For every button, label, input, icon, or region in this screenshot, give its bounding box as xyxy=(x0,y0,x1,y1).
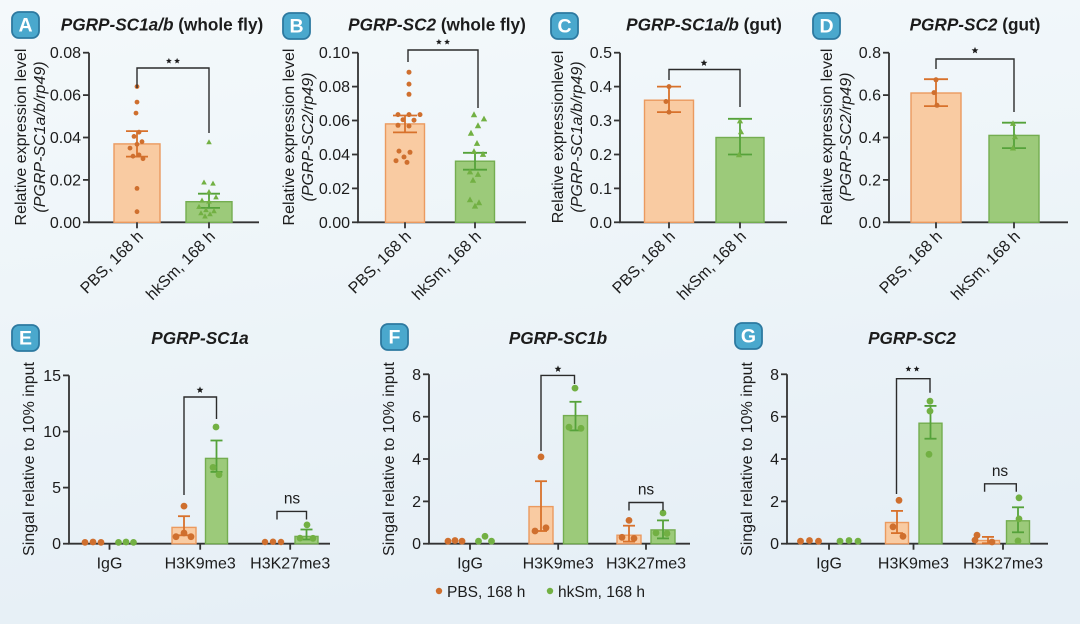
svg-text:0.0: 0.0 xyxy=(859,215,881,232)
svg-text:0.02: 0.02 xyxy=(319,181,350,198)
svg-text:Relative expressionlevel: Relative expressionlevel xyxy=(550,51,567,224)
svg-text:PBS, 168 h: PBS, 168 h xyxy=(447,584,525,601)
svg-text:IgG: IgG xyxy=(97,556,123,573)
svg-text:ns: ns xyxy=(284,491,301,508)
svg-text:Relative expression level: Relative expression level xyxy=(13,49,30,226)
svg-text:H3K9me3: H3K9me3 xyxy=(523,556,594,573)
svg-text:6: 6 xyxy=(412,409,421,426)
svg-text:ns: ns xyxy=(638,482,655,499)
svg-text:IgG: IgG xyxy=(457,556,483,573)
svg-text:0.04: 0.04 xyxy=(50,130,81,147)
svg-text:0.3: 0.3 xyxy=(590,113,612,130)
svg-text:(PGRP-SC1a/b/rp49): (PGRP-SC1a/b/rp49) xyxy=(569,61,586,212)
svg-text:Singal relative to 10% input: Singal relative to 10% input xyxy=(739,362,756,556)
svg-text:4: 4 xyxy=(770,452,779,469)
svg-text:(PGRP-SC1a/b/rp49): (PGRP-SC1a/b/rp49) xyxy=(32,61,49,212)
svg-text:Relative expression level: Relative expression level xyxy=(281,49,298,226)
svg-text:0.4: 0.4 xyxy=(859,130,881,147)
svg-text:Relative expression level: Relative expression level xyxy=(819,49,836,226)
svg-text:0.2: 0.2 xyxy=(859,172,881,189)
svg-text:Singal relative to 10% input: Singal relative to 10% input xyxy=(21,362,38,556)
svg-text:10: 10 xyxy=(43,424,61,441)
svg-text:G: G xyxy=(741,326,756,348)
svg-text:A: A xyxy=(18,15,32,37)
svg-text:0.1: 0.1 xyxy=(590,181,612,198)
svg-text:H3K27me3: H3K27me3 xyxy=(606,556,686,573)
svg-text:B: B xyxy=(289,16,303,38)
svg-text:0.02: 0.02 xyxy=(50,172,81,189)
svg-text:PGRP-SC2 (gut): PGRP-SC2 (gut) xyxy=(910,15,1041,35)
svg-text:0.08: 0.08 xyxy=(319,79,350,96)
svg-text:5: 5 xyxy=(52,480,61,497)
svg-text:(PGRP-SC2/rp49): (PGRP-SC2/rp49) xyxy=(300,73,317,202)
svg-text:0.00: 0.00 xyxy=(50,215,81,232)
svg-text:0: 0 xyxy=(770,536,779,553)
svg-text:0: 0 xyxy=(412,536,421,553)
svg-text:0.06: 0.06 xyxy=(319,113,350,130)
svg-text:Singal relative to 10% input: Singal relative to 10% input xyxy=(381,362,398,556)
svg-text:D: D xyxy=(819,16,833,38)
svg-text:0.8: 0.8 xyxy=(859,45,881,62)
svg-text:0.06: 0.06 xyxy=(50,88,81,105)
svg-text:C: C xyxy=(557,16,571,38)
svg-text:E: E xyxy=(19,328,32,350)
svg-text:0.4: 0.4 xyxy=(590,79,612,96)
svg-text:PGRP-SC1a/b (gut): PGRP-SC1a/b (gut) xyxy=(626,15,782,35)
svg-text:0.04: 0.04 xyxy=(319,147,350,164)
svg-text:8: 8 xyxy=(412,367,421,384)
svg-text:8: 8 xyxy=(770,367,779,384)
svg-text:hkSm, 168 h: hkSm, 168 h xyxy=(558,584,645,601)
svg-text:0.00: 0.00 xyxy=(319,215,350,232)
svg-text:H3K27me3: H3K27me3 xyxy=(963,556,1043,573)
svg-text:(PGRP-SC2/rp49): (PGRP-SC2/rp49) xyxy=(838,73,855,202)
svg-text:H3K9me3: H3K9me3 xyxy=(165,556,236,573)
svg-text:PGRP-SC1a/b (whole fly): PGRP-SC1a/b (whole fly) xyxy=(61,15,263,35)
svg-text:2: 2 xyxy=(770,494,779,511)
svg-text:PGRP-SC2 (whole fly): PGRP-SC2 (whole fly) xyxy=(348,15,526,35)
svg-text:4: 4 xyxy=(412,452,421,469)
svg-text:2: 2 xyxy=(412,494,421,511)
svg-text:0.08: 0.08 xyxy=(50,45,81,62)
svg-text:ns: ns xyxy=(992,463,1009,480)
svg-text:IgG: IgG xyxy=(816,556,842,573)
svg-text:0.5: 0.5 xyxy=(590,45,612,62)
svg-text:0.6: 0.6 xyxy=(859,88,881,105)
svg-text:0.10: 0.10 xyxy=(319,45,350,62)
svg-text:H3K9me3: H3K9me3 xyxy=(878,556,949,573)
svg-text:15: 15 xyxy=(43,368,61,385)
svg-text:PGRP-SC1a: PGRP-SC1a xyxy=(151,328,249,348)
svg-text:6: 6 xyxy=(770,409,779,426)
svg-text:0.0: 0.0 xyxy=(590,215,612,232)
svg-text:0.2: 0.2 xyxy=(590,147,612,164)
svg-text:H3K27me3: H3K27me3 xyxy=(250,556,330,573)
svg-text:PGRP-SC2: PGRP-SC2 xyxy=(868,328,956,348)
svg-text:F: F xyxy=(389,327,401,349)
svg-text:0: 0 xyxy=(52,536,61,553)
svg-text:PGRP-SC1b: PGRP-SC1b xyxy=(509,328,607,348)
